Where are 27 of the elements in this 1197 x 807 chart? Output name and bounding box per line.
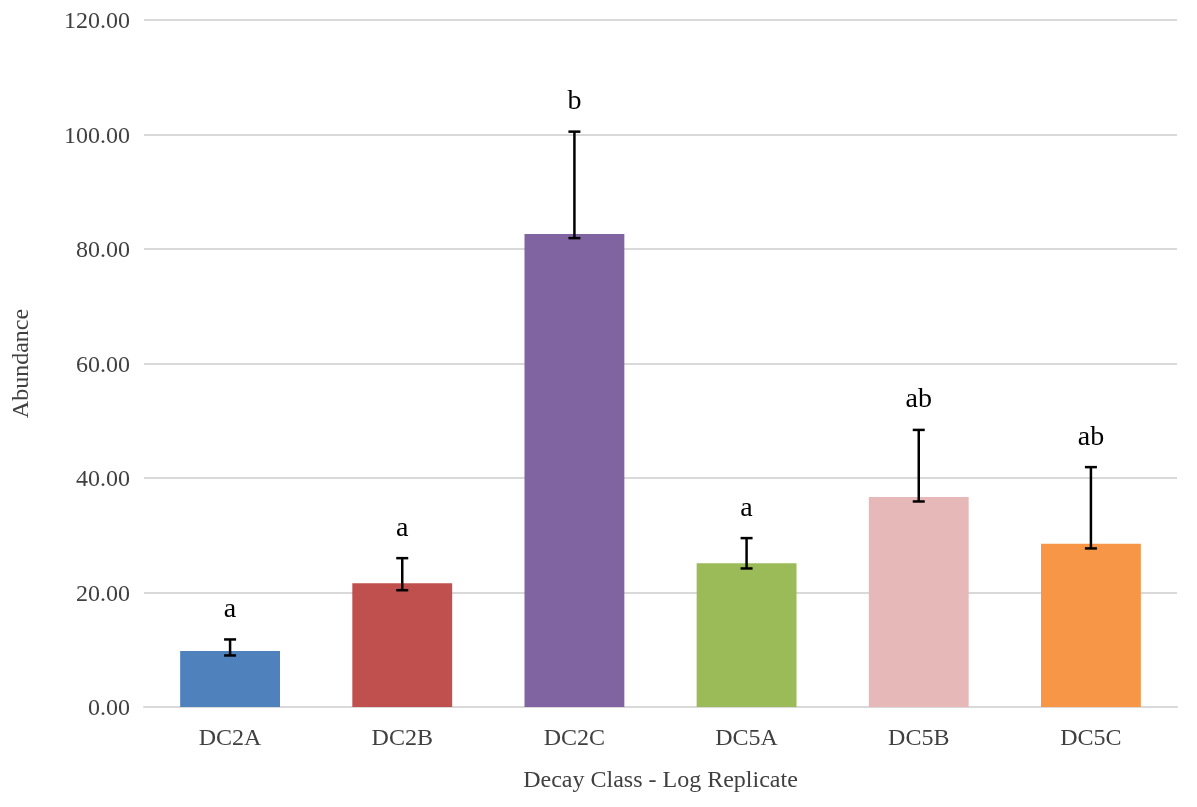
x-tick-label: DC2B — [371, 724, 433, 750]
y-tick-label: 80.00 — [76, 236, 130, 262]
annotation: ab — [905, 382, 932, 414]
y-tick-label: 0.00 — [88, 694, 130, 720]
bar — [696, 563, 797, 707]
x-tick-label: DC2C — [543, 724, 606, 750]
x-tick-label: DC5A — [715, 724, 779, 750]
y-tick-label: 120.00 — [64, 7, 130, 33]
bar — [524, 234, 625, 707]
y-tick-label: 100.00 — [64, 121, 130, 148]
annotation: ab — [1077, 419, 1105, 451]
x-tick-label: DC5C — [1060, 724, 1122, 750]
annotation: b — [567, 84, 582, 116]
annotation: a — [223, 591, 237, 623]
y-tick-label: 20.00 — [76, 579, 130, 606]
y-tick-label: 60.00 — [76, 350, 130, 377]
y-tick-label: 40.00 — [76, 465, 130, 491]
bar — [868, 496, 969, 707]
annotation: a — [396, 510, 410, 542]
annotation: a — [740, 490, 754, 522]
y-axis-title: Abundance — [7, 308, 33, 419]
bar — [180, 650, 281, 707]
x-tick-label: DC5B — [888, 724, 950, 750]
bar — [352, 583, 453, 707]
x-axis-title: Decay Class - Log Replicate — [523, 766, 798, 792]
x-tick-label: DC2A — [198, 724, 263, 750]
bar — [1040, 543, 1141, 707]
